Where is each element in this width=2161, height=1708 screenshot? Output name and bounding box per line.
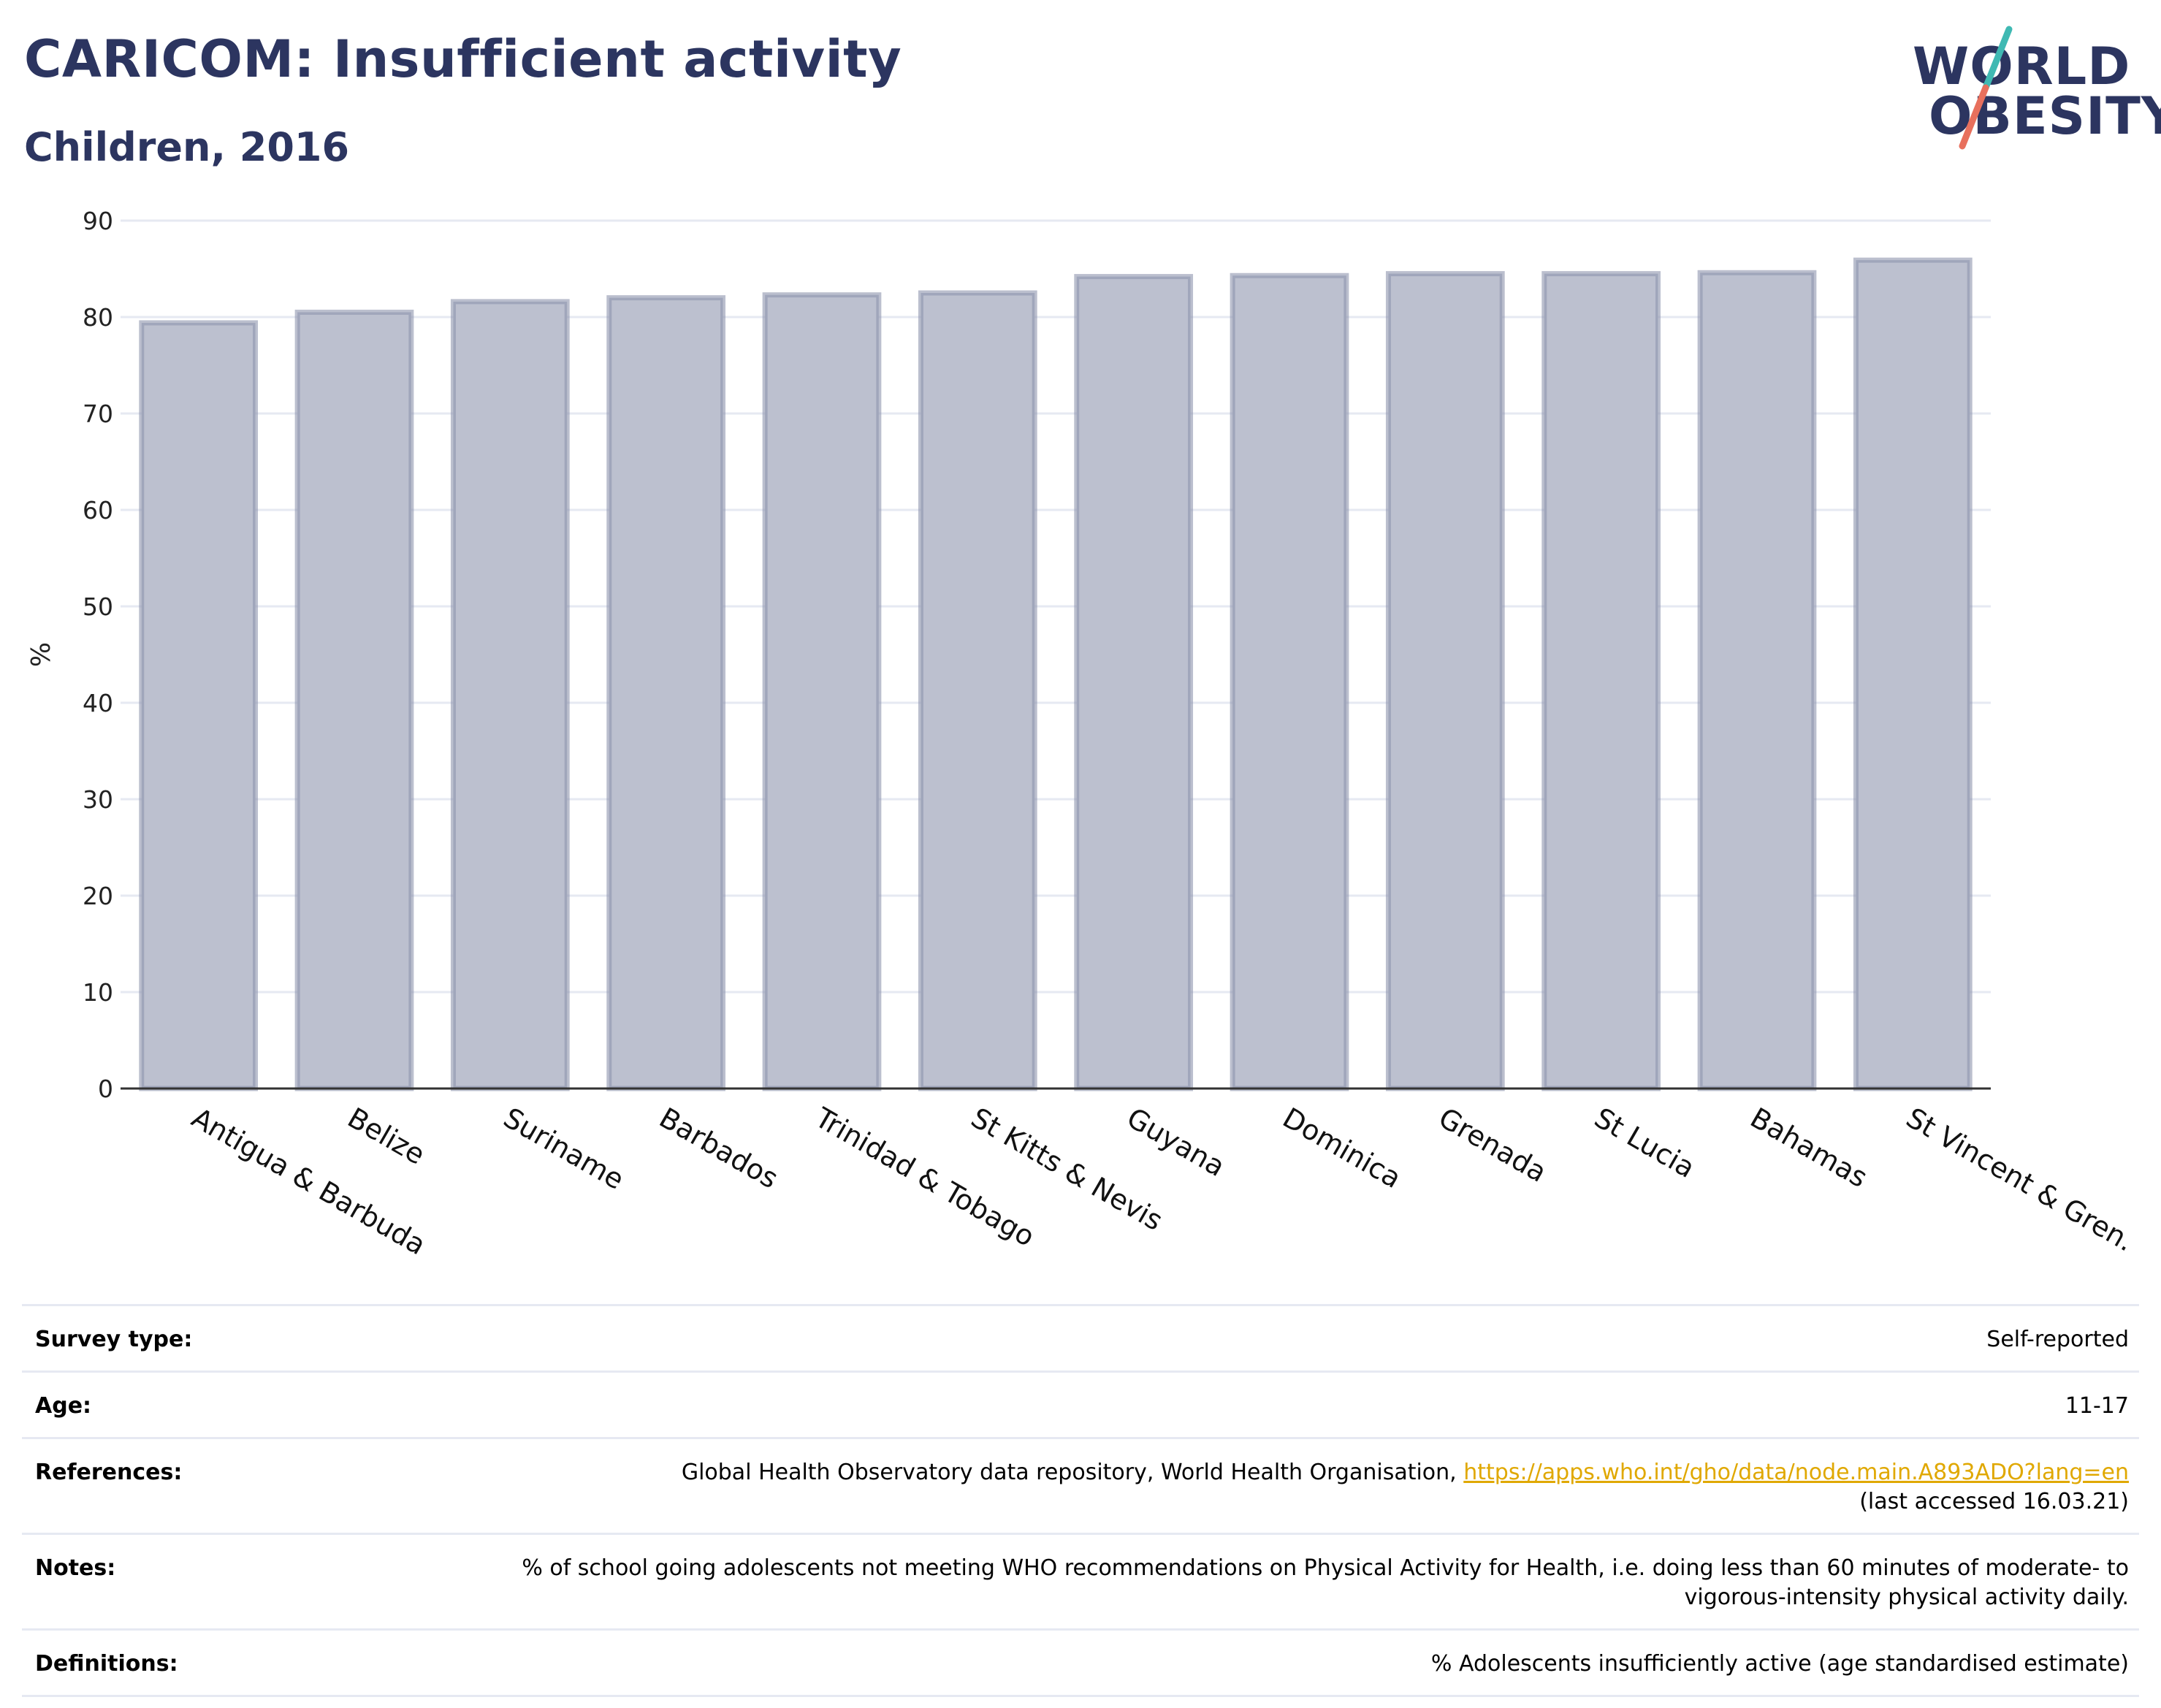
info-label: Age: bbox=[35, 1393, 92, 1419]
bar bbox=[1541, 271, 1661, 1091]
y-tick-label: 70 bbox=[83, 400, 113, 428]
bar bbox=[1230, 272, 1349, 1091]
info-label: Notes: bbox=[35, 1555, 116, 1581]
x-tick-label: Suriname bbox=[498, 1102, 630, 1196]
world-obesity-logo: WORLD OBESITY bbox=[1899, 22, 2161, 153]
x-tick-label: Guyana bbox=[1121, 1102, 1230, 1183]
x-tick-label: Bahamas bbox=[1745, 1102, 1873, 1194]
reference-accessed: (last accessed 16.03.21) bbox=[1859, 1489, 2129, 1514]
info-row-notes: Notes: % of school going adolescents not… bbox=[22, 1533, 2139, 1628]
info-label: Survey type: bbox=[35, 1327, 193, 1352]
y-tick-label: 80 bbox=[83, 303, 113, 332]
info-row-definitions: Definitions: % Adolescents insufficientl… bbox=[22, 1628, 2139, 1697]
bar bbox=[294, 309, 414, 1091]
y-tick-label: 20 bbox=[83, 882, 113, 910]
info-row-references: References: Global Health Observatory da… bbox=[22, 1437, 2139, 1533]
x-tick-label: St Lucia bbox=[1589, 1102, 1700, 1184]
y-axis-label: % bbox=[26, 642, 56, 667]
info-table: Survey type: Self-reported Age: 11-17 Re… bbox=[22, 1304, 2139, 1697]
y-tick-label: 30 bbox=[83, 785, 113, 814]
x-tick-label: Dominica bbox=[1278, 1102, 1407, 1195]
bar bbox=[606, 295, 726, 1091]
info-row-age: Age: 11-17 bbox=[22, 1370, 2139, 1437]
bar bbox=[918, 290, 1037, 1091]
bar bbox=[450, 299, 570, 1091]
reference-text: Global Health Observatory data repositor… bbox=[681, 1460, 1457, 1485]
reference-link[interactable]: https://apps.who.int/gho/data/node.main.… bbox=[1463, 1460, 2129, 1485]
info-label: References: bbox=[35, 1460, 183, 1485]
y-tick-label: 50 bbox=[83, 592, 113, 621]
chart-subtitle: Children, 2016 bbox=[24, 124, 350, 170]
x-tick-label: Belize bbox=[343, 1102, 431, 1171]
x-tick-label: St Vincent & Gren. bbox=[1901, 1102, 2140, 1258]
bar bbox=[1853, 257, 1973, 1091]
y-tick-label: 90 bbox=[83, 207, 113, 235]
info-label: Definitions: bbox=[35, 1651, 178, 1677]
info-row-survey-type: Survey type: Self-reported bbox=[22, 1304, 2139, 1370]
info-value: 11-17 bbox=[2065, 1393, 2129, 1419]
info-value: Self-reported bbox=[1986, 1327, 2129, 1352]
x-tick-label: Barbados bbox=[654, 1102, 784, 1195]
logo-slash-icon bbox=[1959, 26, 2013, 150]
logo-line-1: WORLD bbox=[1913, 37, 2131, 96]
info-value: % Adolescents insufficiently active (age… bbox=[1430, 1651, 2129, 1677]
info-value: Global Health Observatory data repositor… bbox=[682, 1458, 2129, 1517]
chart-title: CARICOM: Insufficient activity bbox=[24, 29, 902, 89]
y-tick-label: 0 bbox=[98, 1075, 113, 1103]
bar bbox=[1385, 271, 1505, 1091]
bar bbox=[139, 320, 259, 1091]
x-tick-label: Grenada bbox=[1433, 1102, 1552, 1189]
bar bbox=[762, 292, 882, 1091]
y-tick-label: 10 bbox=[83, 978, 113, 1007]
bar bbox=[1697, 270, 1817, 1091]
y-tick-label: 40 bbox=[83, 689, 113, 717]
bar bbox=[1074, 274, 1194, 1091]
y-tick-label: 60 bbox=[83, 496, 113, 525]
info-value: % of school going adolescents not meetin… bbox=[522, 1555, 2129, 1610]
